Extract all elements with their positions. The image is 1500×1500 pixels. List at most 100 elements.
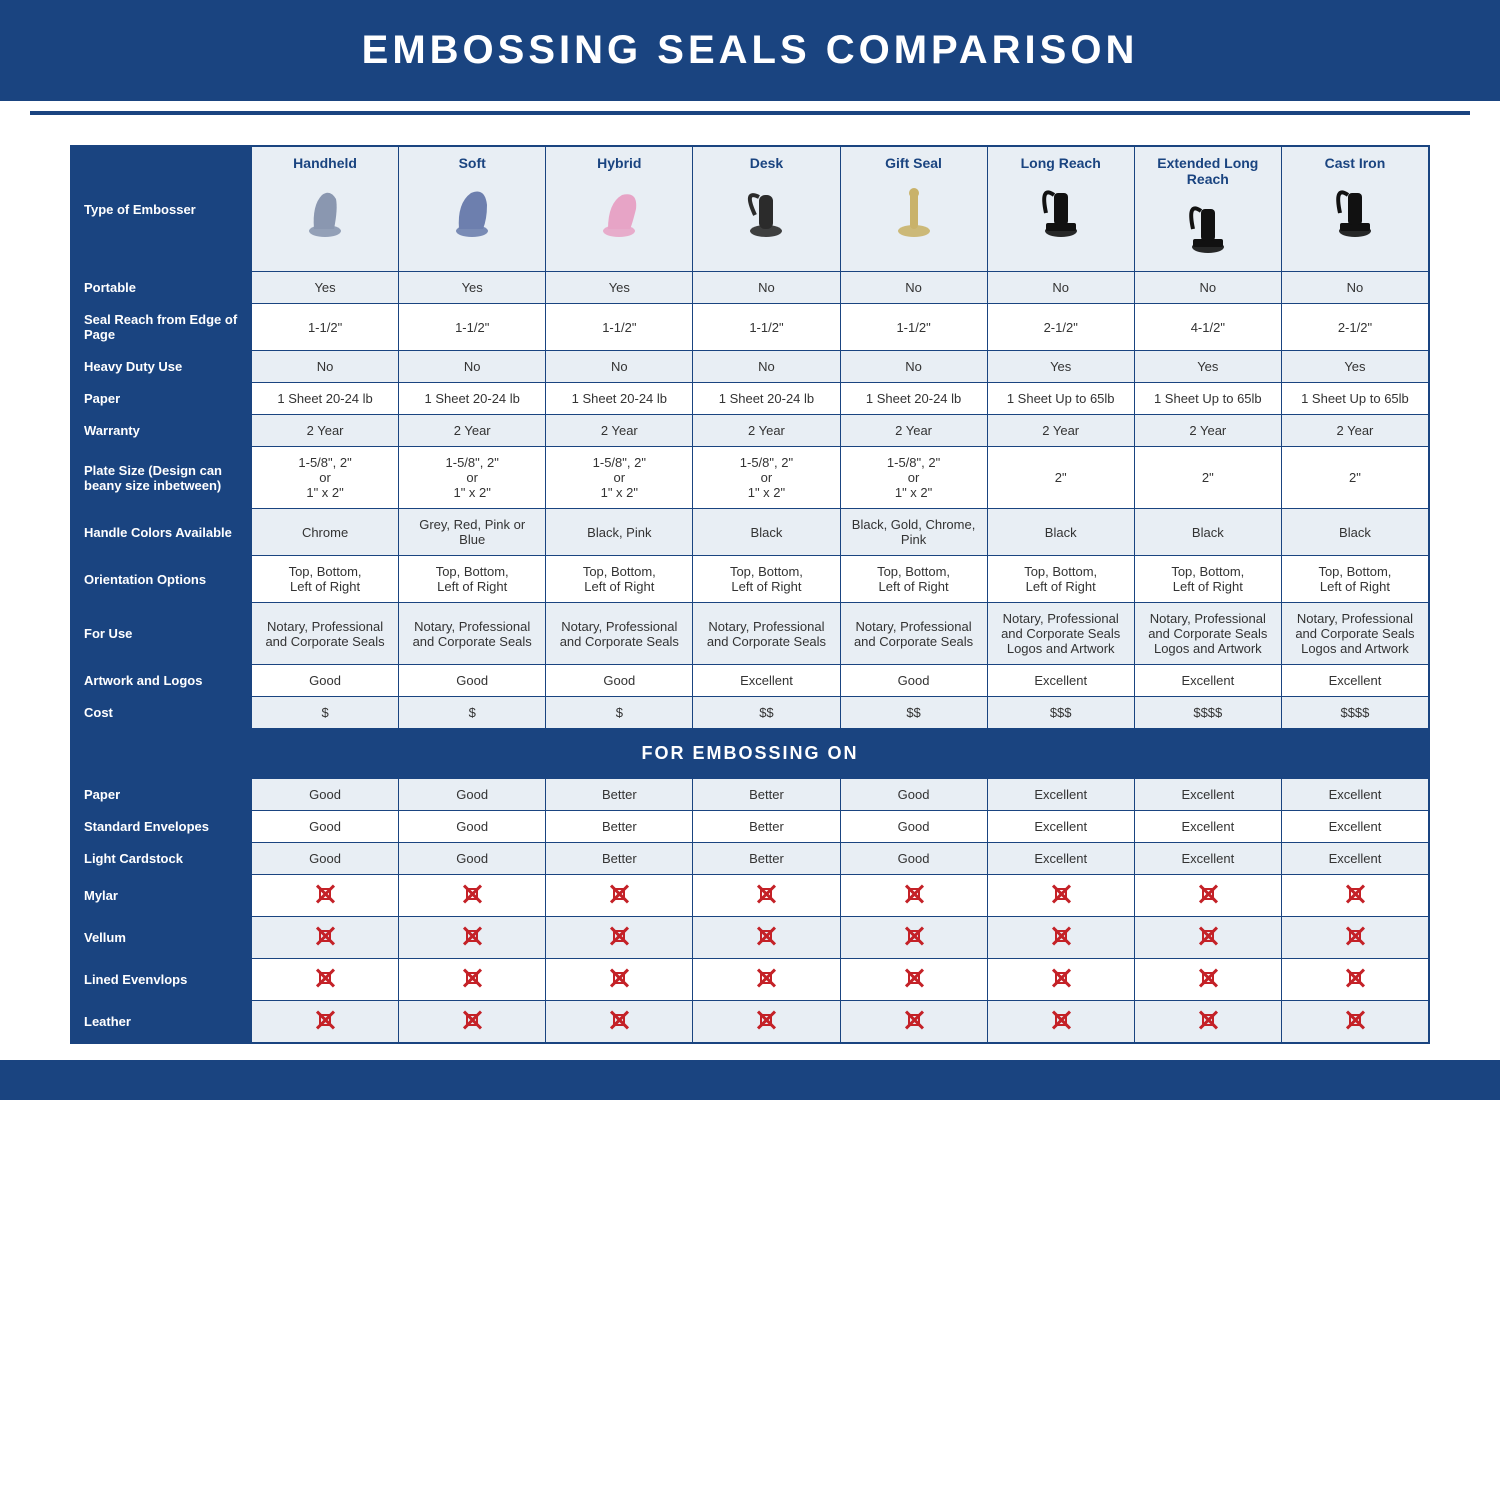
table-cell: 2 Year [987, 415, 1134, 447]
not-supported-icon [608, 1009, 630, 1031]
table-cell: Yes [1134, 351, 1281, 383]
table-row: Paper1 Sheet 20-24 lb1 Sheet 20-24 lb1 S… [72, 383, 1429, 415]
table-row: Orientation OptionsTop, Bottom, Left of … [72, 556, 1429, 603]
table-cell: Excellent [1281, 843, 1428, 875]
table-cell: Top, Bottom, Left of Right [252, 556, 399, 603]
table-cell: 1 Sheet 20-24 lb [693, 383, 840, 415]
comparison-table: Type of EmbosserHandheldSoftHybridDeskGi… [71, 146, 1429, 1043]
embosser-icon [994, 177, 1128, 247]
not-supported-icon [903, 967, 925, 989]
table-row: For UseNotary, Professional and Corporat… [72, 603, 1429, 665]
table-cell: Notary, Professional and Corporate Seals [693, 603, 840, 665]
column-header-label: Extended Long Reach [1141, 155, 1275, 187]
not-supported-icon [608, 925, 630, 947]
table-cell: No [693, 272, 840, 304]
not-supported-icon [903, 883, 925, 905]
table-cell: 2 Year [693, 415, 840, 447]
table-row: PortableYesYesYesNoNoNoNoNo [72, 272, 1429, 304]
row-label: Lined Evenvlops [72, 959, 252, 1001]
table-cell: Yes [399, 272, 546, 304]
table-head: Type of EmbosserHandheldSoftHybridDeskGi… [72, 147, 1429, 272]
table-row: Light CardstockGoodGoodBetterBetterGoodE… [72, 843, 1429, 875]
row-label: Paper [72, 779, 252, 811]
table-cell [546, 917, 693, 959]
table-cell: 1-5/8", 2" or 1" x 2" [399, 447, 546, 509]
table-cell: Good [840, 665, 987, 697]
table-cell: 1-5/8", 2" or 1" x 2" [252, 447, 399, 509]
table-cell: Good [840, 811, 987, 843]
column-header-label: Gift Seal [847, 155, 981, 171]
table-cell: No [1281, 272, 1428, 304]
table-cell: Notary, Professional and Corporate Seals… [987, 603, 1134, 665]
table-cell: No [693, 351, 840, 383]
not-supported-icon [314, 925, 336, 947]
table-cell: Yes [1281, 351, 1428, 383]
table-cell: 2 Year [546, 415, 693, 447]
table-cell [1134, 875, 1281, 917]
table-cell: 1 Sheet Up to 65lb [1134, 383, 1281, 415]
table-cell [399, 959, 546, 1001]
table-cell: Good [399, 811, 546, 843]
table-cell: Excellent [1134, 843, 1281, 875]
table-cell [1134, 917, 1281, 959]
table-cell: Black [1281, 509, 1428, 556]
table-cell: Top, Bottom, Left of Right [546, 556, 693, 603]
table-cell: 2 Year [1134, 415, 1281, 447]
table-cell [840, 1001, 987, 1043]
row-label: Light Cardstock [72, 843, 252, 875]
column-header: Handheld [252, 147, 399, 272]
title-divider [0, 101, 1500, 125]
table-cell [1281, 1001, 1428, 1043]
not-supported-icon [1197, 967, 1219, 989]
column-header: Cast Iron [1281, 147, 1428, 272]
table-cell: Notary, Professional and Corporate Seals [840, 603, 987, 665]
table-cell [546, 1001, 693, 1043]
row-label: Handle Colors Available [72, 509, 252, 556]
table-cell: Black [1134, 509, 1281, 556]
not-supported-icon [608, 883, 630, 905]
table-cell: Good [399, 779, 546, 811]
not-supported-icon [1197, 883, 1219, 905]
table-row: Warranty2 Year2 Year2 Year2 Year2 Year2 … [72, 415, 1429, 447]
not-supported-icon [903, 1009, 925, 1031]
embosser-icon [1141, 193, 1275, 263]
table-cell: No [840, 351, 987, 383]
table-cell: 1 Sheet 20-24 lb [399, 383, 546, 415]
table-row: Vellum [72, 917, 1429, 959]
column-header-label: Hybrid [552, 155, 686, 171]
table-cell [252, 875, 399, 917]
row-label: Paper [72, 383, 252, 415]
table-row: PaperGoodGoodBetterBetterGoodExcellentEx… [72, 779, 1429, 811]
table-cell [693, 917, 840, 959]
table-cell: Black [987, 509, 1134, 556]
not-supported-icon [755, 967, 777, 989]
not-supported-icon [461, 883, 483, 905]
table-cell: 4-1/2" [1134, 304, 1281, 351]
table-cell: Good [840, 779, 987, 811]
not-supported-icon [755, 1009, 777, 1031]
table-cell [987, 917, 1134, 959]
not-supported-icon [461, 1009, 483, 1031]
table-cell: Excellent [987, 843, 1134, 875]
not-supported-icon [1050, 967, 1072, 989]
table-cell: 1 Sheet 20-24 lb [546, 383, 693, 415]
row-label: Cost [72, 697, 252, 729]
table-cell: 1-1/2" [840, 304, 987, 351]
row-label: Plate Size (Design can beany size inbetw… [72, 447, 252, 509]
embosser-icon [699, 177, 833, 247]
table-cell: 1-1/2" [399, 304, 546, 351]
not-supported-icon [755, 925, 777, 947]
table-cell: 1-1/2" [693, 304, 840, 351]
page-title: EMBOSSING SEALS COMPARISON [0, 0, 1500, 101]
table-cell: $$$$ [1134, 697, 1281, 729]
table-cell: Better [693, 843, 840, 875]
table-cell: Good [399, 843, 546, 875]
embosser-icon [258, 177, 392, 247]
embosser-icon [1288, 177, 1422, 247]
table-cell: Top, Bottom, Left of Right [399, 556, 546, 603]
table-cell: 1-5/8", 2" or 1" x 2" [840, 447, 987, 509]
table-cell: No [987, 272, 1134, 304]
table-cell: 2" [1281, 447, 1428, 509]
not-supported-icon [1344, 925, 1366, 947]
table-row: Standard EnvelopesGoodGoodBetterBetterGo… [72, 811, 1429, 843]
